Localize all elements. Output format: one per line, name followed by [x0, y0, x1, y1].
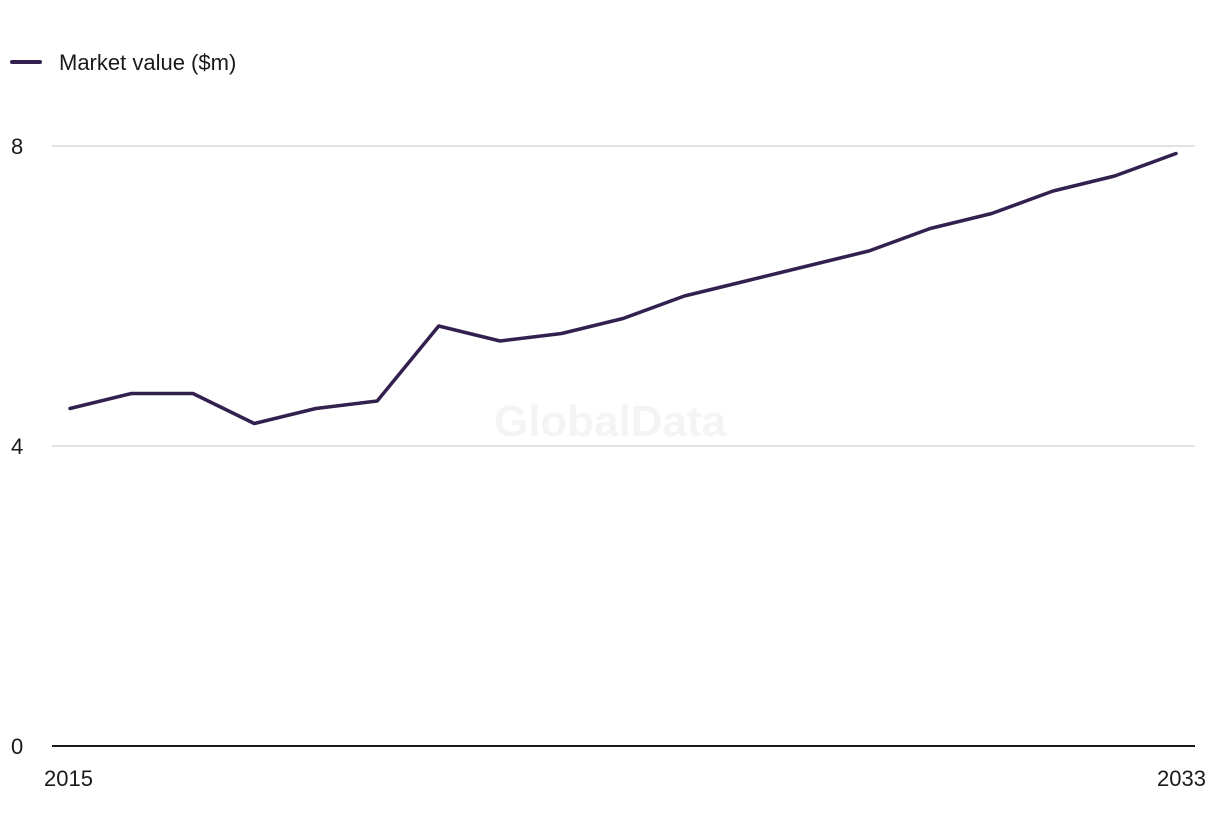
x-axis-tick-labels: 2015 2033 — [44, 766, 1206, 791]
data-point-2021 — [437, 324, 441, 328]
data-point-2029 — [928, 227, 932, 231]
watermark-text: GlobalData — [494, 397, 727, 446]
data-point-2026 — [744, 279, 748, 283]
data-point-2017 — [191, 392, 195, 396]
y-tick-label-4: 4 — [11, 434, 23, 459]
data-point-2027 — [805, 264, 809, 268]
data-point-2022 — [498, 339, 502, 343]
data-point-2023 — [560, 332, 564, 336]
data-point-2018 — [252, 422, 256, 426]
data-point-2031 — [1051, 189, 1055, 193]
data-point-2033 — [1174, 152, 1178, 156]
gridlines — [52, 145, 1195, 447]
data-point-2024 — [621, 317, 625, 321]
data-point-2016 — [129, 392, 133, 396]
data-point-2020 — [375, 399, 379, 403]
data-point-2032 — [1113, 174, 1117, 178]
series-line-0 — [68, 151, 1178, 426]
y-tick-label-8: 8 — [11, 134, 23, 159]
data-point-2030 — [990, 212, 994, 216]
data-point-2028 — [867, 249, 871, 253]
x-tick-label-first: 2015 — [44, 766, 93, 791]
y-axis-tick-labels: 0 4 8 — [11, 134, 23, 759]
series-lines — [68, 151, 1178, 426]
watermark: GlobalData — [494, 397, 727, 446]
y-tick-label-0: 0 — [11, 734, 23, 759]
x-tick-label-last: 2033 — [1157, 766, 1206, 791]
legend-label-0: Market value ($m) — [59, 50, 236, 75]
data-point-2019 — [314, 407, 318, 411]
legend: Market value ($m) — [10, 50, 236, 75]
data-point-2025 — [682, 294, 686, 298]
data-point-2015 — [68, 407, 72, 411]
